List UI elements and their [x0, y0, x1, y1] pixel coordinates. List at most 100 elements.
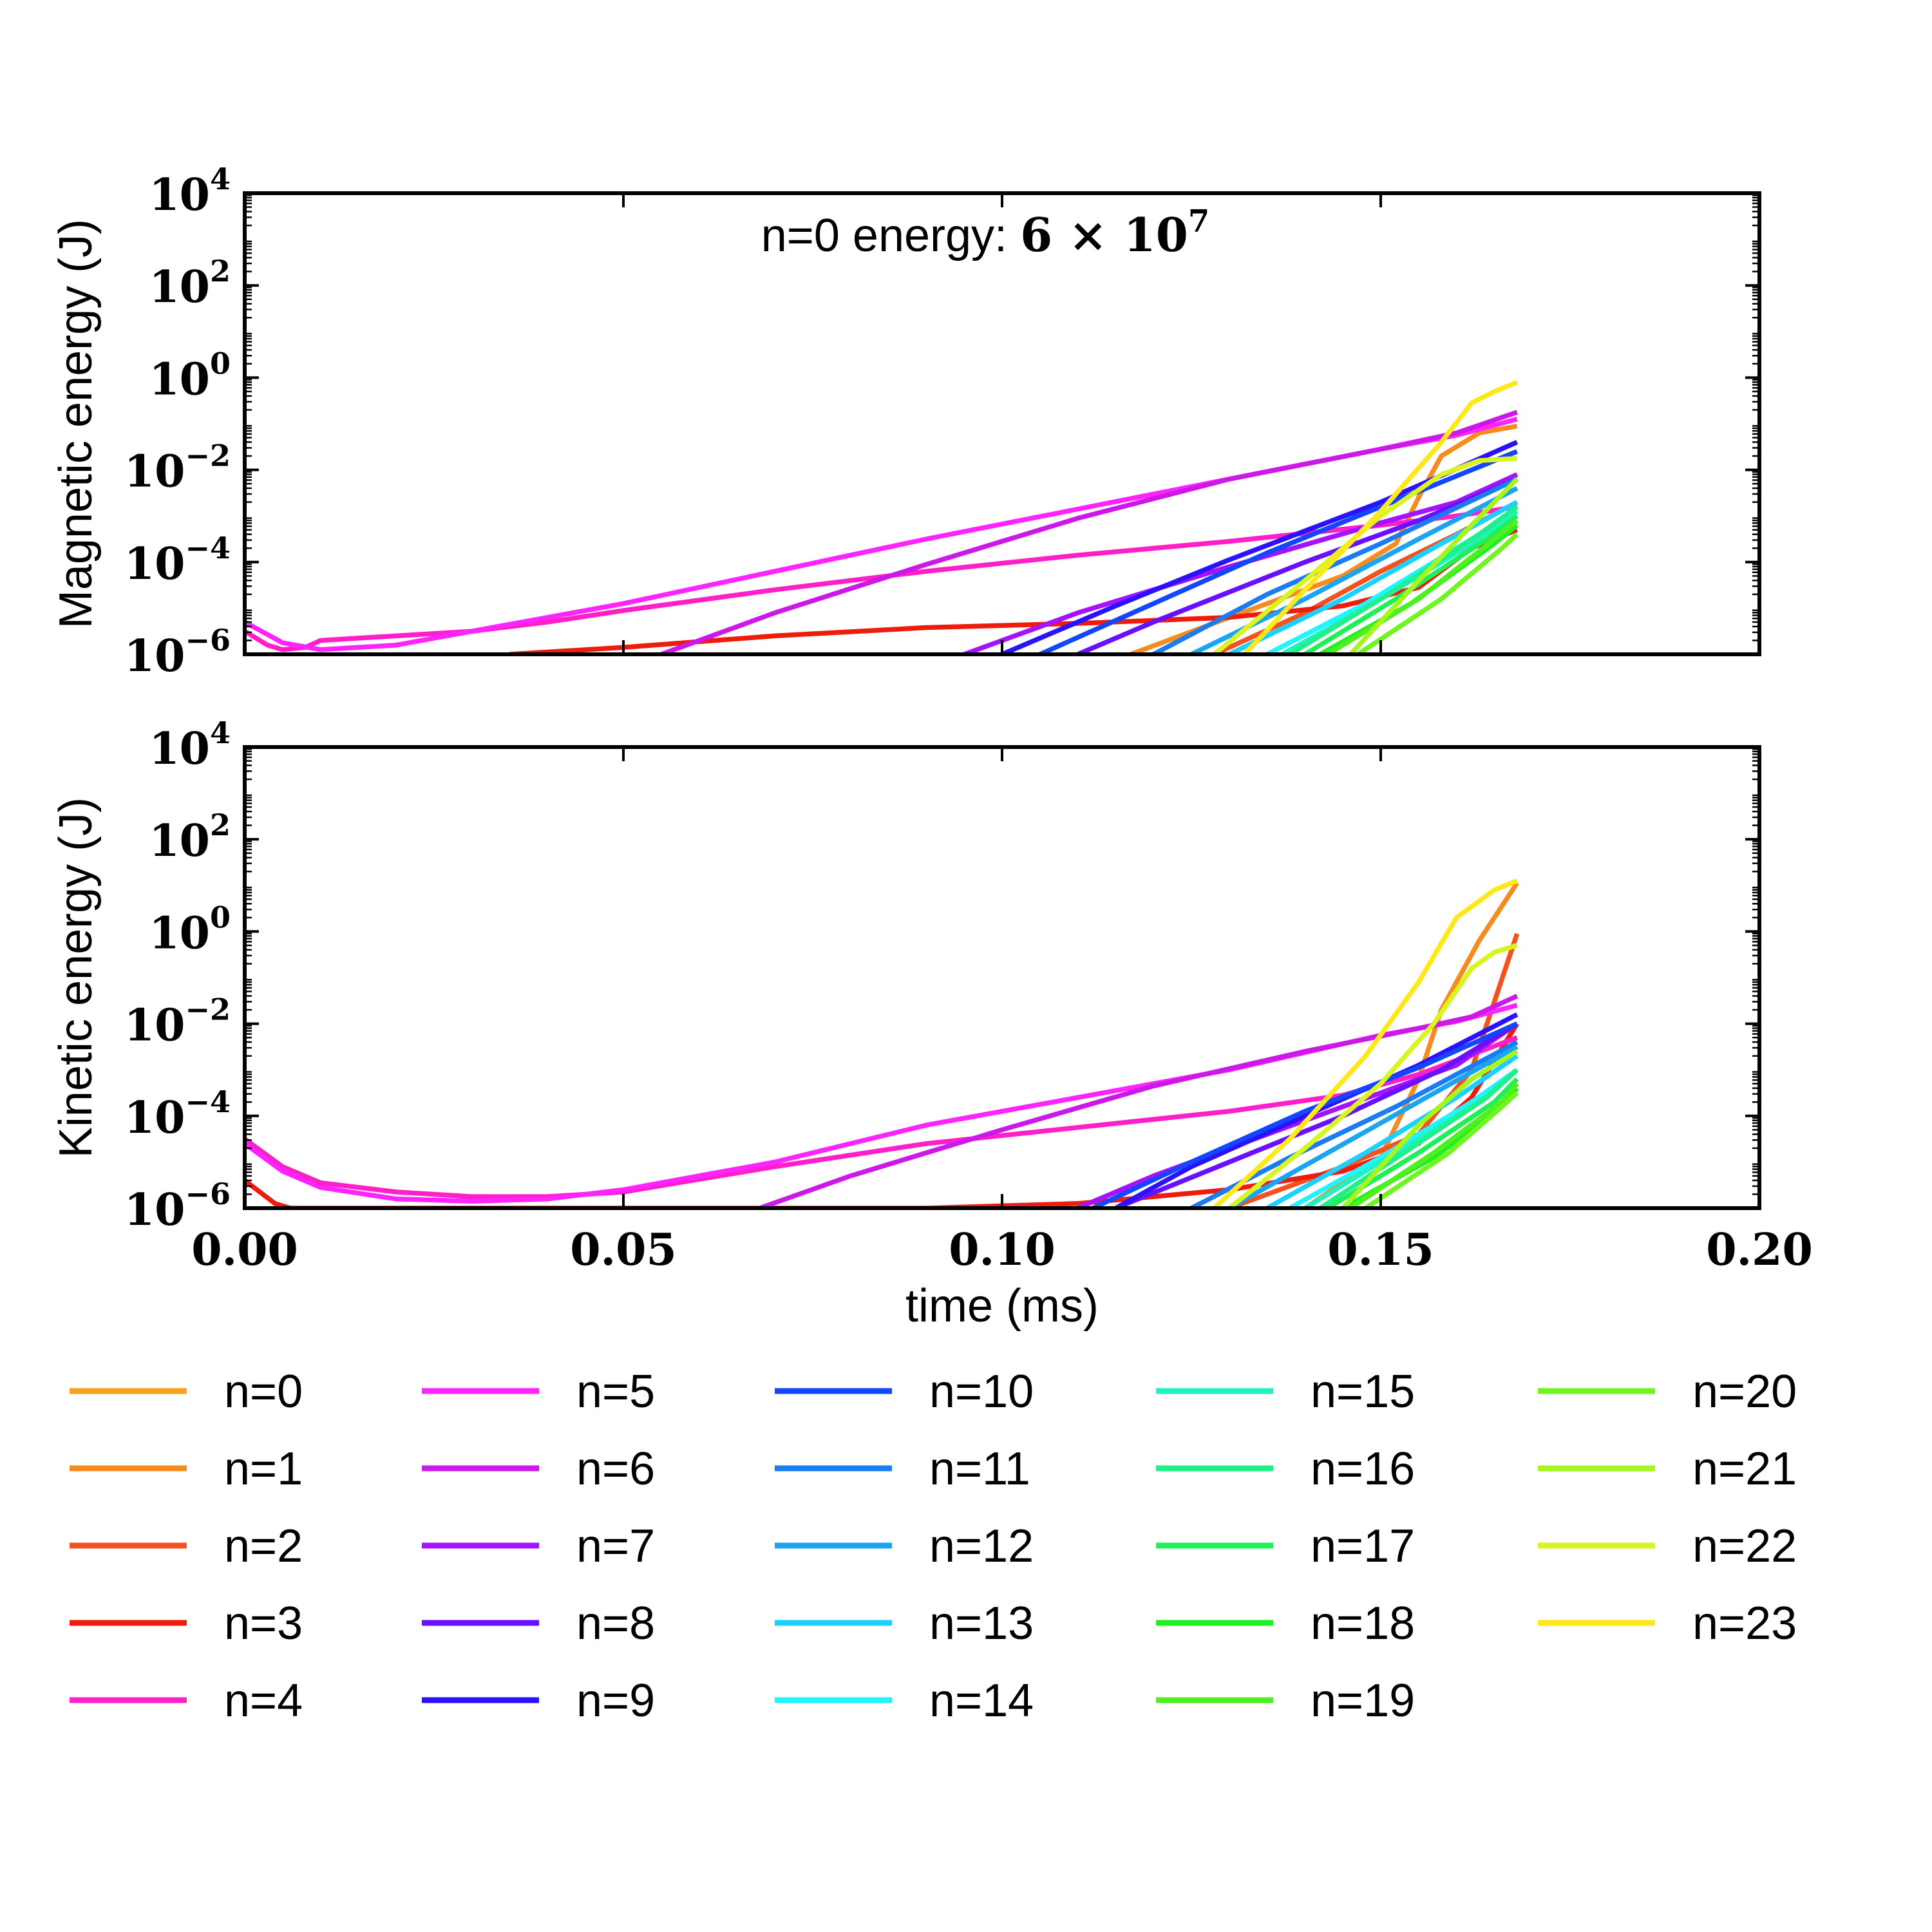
- legend-label: n=18: [1311, 1598, 1415, 1649]
- legend-label: n=8: [576, 1598, 655, 1649]
- legend-item: n=11: [775, 1443, 1030, 1495]
- kin-series-n=7: [1077, 1021, 1519, 1207]
- legend-item: n=13: [775, 1598, 1034, 1649]
- kin-series-n=3: [246, 1022, 1519, 1207]
- legend: n=0 n=1 n=2 n=3 n=4 n=5 n=6 n=7 n=8 n=9 n=10 n=11 n=…: [70, 1366, 1797, 1727]
- xtick-label: 0.10: [949, 1224, 1056, 1276]
- kinetic-ticks: [243, 746, 1761, 1209]
- legend-item: n=0: [70, 1366, 303, 1417]
- legend-label: n=19: [1311, 1675, 1415, 1727]
- legend-item: n=23: [1538, 1598, 1797, 1649]
- legend-label: n=11: [929, 1443, 1030, 1495]
- legend-item: n=19: [1156, 1675, 1415, 1727]
- legend-label: n=9: [576, 1675, 655, 1727]
- legend-label: n=10: [929, 1366, 1034, 1417]
- ytick-label: 10−4: [124, 1084, 231, 1144]
- legend-item: n=3: [70, 1598, 303, 1649]
- legend-item: n=15: [1156, 1366, 1415, 1417]
- kin-series-n=12: [1227, 1045, 1519, 1207]
- kinetic-xlabel: time (ms): [905, 1280, 1099, 1332]
- xtick-label: 0.05: [570, 1224, 677, 1276]
- legend-item: n=22: [1538, 1520, 1797, 1572]
- mag-series-n=4: [246, 504, 1518, 652]
- mag-series-n=21: [1349, 477, 1519, 653]
- legend-item: n=20: [1538, 1366, 1797, 1417]
- kinetic-panel: Kinetic energy (J) 104 102 100 10−2 10−4 10−6…: [50, 715, 1813, 1332]
- kin-series-n=6: [759, 994, 1519, 1207]
- magnetic-ytick-labels: 104 102 100 10−2 10−4 10−6: [124, 162, 231, 682]
- legend-item: n=10: [775, 1366, 1034, 1417]
- ytick-label: 100: [149, 346, 231, 405]
- legend-label: n=3: [224, 1598, 303, 1649]
- legend-item: n=8: [422, 1598, 655, 1649]
- kin-series-n=23: [1212, 878, 1519, 1207]
- legend-label: n=4: [224, 1675, 303, 1727]
- mag-series-n=7: [963, 472, 1519, 653]
- legend-label: n=16: [1311, 1443, 1415, 1495]
- magnetic-ticks: [243, 192, 1761, 656]
- kinetic-ytick-labels: 104 102 100 10−2 10−4 10−6: [124, 715, 231, 1236]
- kinetic-plot-frame: [243, 745, 1761, 1210]
- legend-label: n=5: [576, 1366, 655, 1417]
- mag-series-n=17: [1303, 514, 1519, 653]
- kin-series-n=9: [1114, 1012, 1519, 1207]
- legend-label: n=22: [1692, 1520, 1797, 1572]
- ytick-label: 104: [149, 162, 231, 221]
- mag-series-n=13: [1228, 500, 1519, 653]
- xtick-label: 0.20: [1706, 1224, 1813, 1276]
- kin-series-n=17: [1326, 1077, 1519, 1207]
- ytick-label: 102: [149, 808, 231, 867]
- ytick-label: 10−2: [124, 992, 231, 1052]
- ytick-label: 102: [149, 254, 231, 313]
- legend-item: n=9: [422, 1675, 655, 1727]
- ytick-label: 10−4: [124, 531, 231, 590]
- kin-series-n=21: [1341, 1049, 1519, 1207]
- xtick-label: 0.00: [191, 1224, 298, 1276]
- legend-item: n=16: [1156, 1443, 1415, 1495]
- mag-series-n=10: [1039, 449, 1519, 653]
- ytick-label: 10−2: [124, 439, 231, 498]
- legend-label: n=1: [224, 1443, 303, 1495]
- legend-label: n=2: [224, 1520, 303, 1572]
- legend-label: n=20: [1692, 1366, 1797, 1417]
- kin-series-n=13: [1265, 1054, 1519, 1207]
- kin-series-n=14: [1289, 1068, 1519, 1207]
- legend-item: n=4: [70, 1675, 303, 1727]
- ytick-label: 10−6: [124, 623, 231, 682]
- magnetic-annotation: n=0 energy: 6 × 107: [761, 204, 1209, 262]
- kin-series-n=20: [1364, 1091, 1519, 1207]
- mag-series-n=8: [1077, 477, 1519, 653]
- kin-series-n=4: [246, 1035, 1519, 1199]
- legend-item: n=17: [1156, 1520, 1415, 1572]
- legend-item: n=18: [1156, 1598, 1415, 1649]
- legend-label: n=13: [929, 1598, 1034, 1649]
- legend-item: n=7: [422, 1520, 655, 1572]
- kinetic-xtick-labels: 0.00 0.05 0.10 0.15 0.20: [191, 1224, 1813, 1276]
- mag-series-n=23: [1242, 380, 1519, 653]
- mag-series-n=22: [1212, 455, 1517, 653]
- kin-series-n=19: [1349, 1082, 1519, 1207]
- kin-series-n=22: [1227, 943, 1518, 1207]
- magnetic-plot-frame: [243, 191, 1761, 656]
- legend-label: n=21: [1692, 1443, 1797, 1495]
- legend-label: n=0: [224, 1366, 303, 1417]
- legend-label: n=14: [929, 1675, 1034, 1727]
- legend-label: n=15: [1311, 1366, 1415, 1417]
- legend-item: n=2: [70, 1520, 303, 1572]
- xtick-label: 0.15: [1327, 1224, 1434, 1276]
- kinetic-ylabel: Kinetic energy (J): [50, 797, 102, 1158]
- legend-item: n=5: [422, 1366, 655, 1417]
- kinetic-curves: [246, 878, 1520, 1207]
- magnetic-ylabel: Magnetic energy (J): [50, 219, 102, 629]
- legend-label: n=17: [1311, 1520, 1415, 1572]
- legend-label: n=12: [929, 1520, 1034, 1572]
- mag-series-n=5: [246, 417, 1518, 652]
- ytick-label: 10−6: [124, 1177, 231, 1236]
- legend-label: n=6: [576, 1443, 655, 1495]
- legend-item: n=12: [775, 1520, 1034, 1572]
- mag-series-n=20: [1356, 533, 1519, 653]
- legend-item: n=6: [422, 1443, 655, 1495]
- legend-item: n=1: [70, 1443, 303, 1495]
- magnetic-curves: [246, 380, 1519, 653]
